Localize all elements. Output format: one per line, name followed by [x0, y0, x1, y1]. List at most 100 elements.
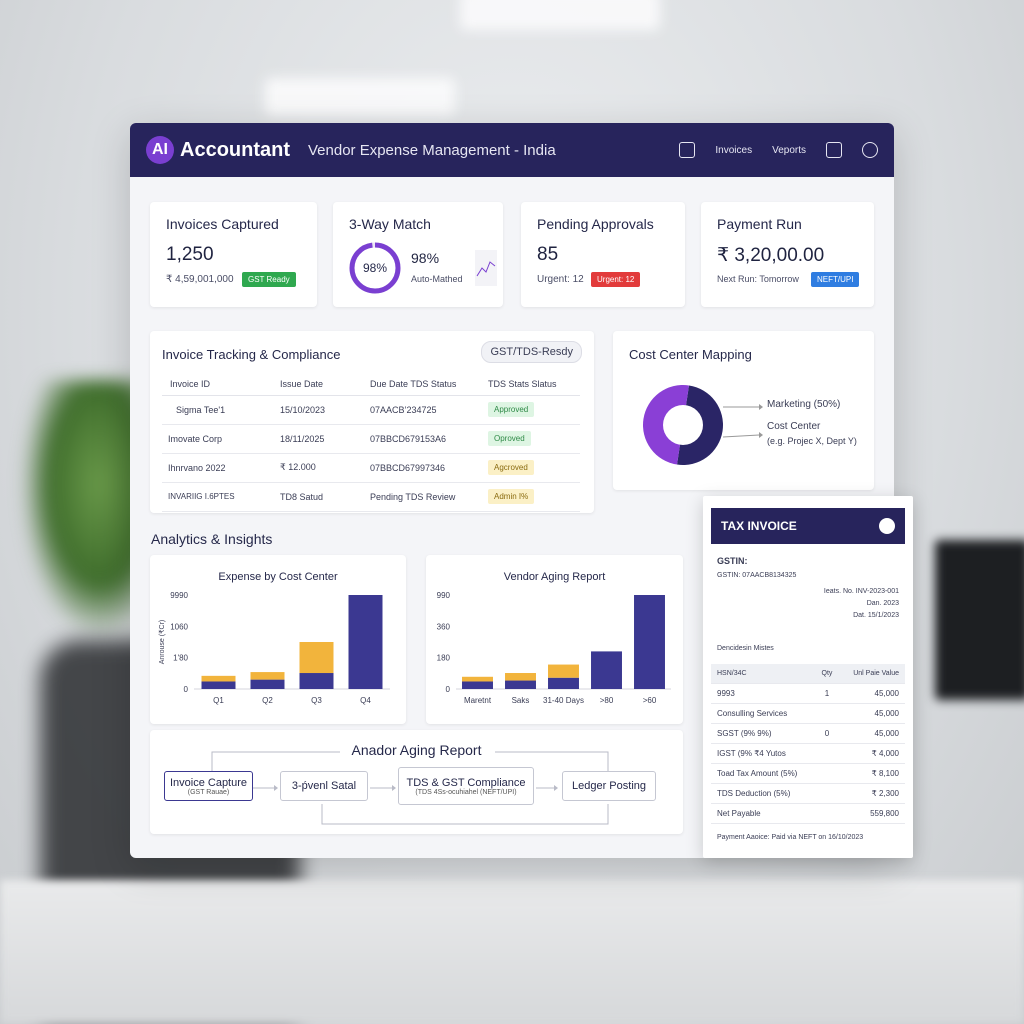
y-tick-label: 9990	[170, 591, 188, 600]
kpi-payment-card[interactable]: Payment Run ₹ 3,20,00.00 Next Run: Tomor…	[701, 202, 874, 307]
line-desc: IGST (9% ₹4 Yutos	[717, 749, 786, 758]
kpi-invoices-card[interactable]: Invoices Captured 1,250 ₹ 4,59,001,000 G…	[150, 202, 317, 307]
share-icon[interactable]	[826, 142, 842, 158]
step-sub: (TDS 4Ss-ocuhiahel (NEFT/UPI)	[415, 788, 517, 796]
y-tick-label: 0	[446, 685, 451, 694]
list-item: 9993 1 45,000	[711, 684, 905, 704]
col-hsn: HSN/34C	[717, 670, 747, 677]
y-tick-label: 1060	[170, 622, 188, 631]
gst-ready-badge: GST Ready	[242, 272, 296, 287]
y-tick-label: 0	[184, 685, 189, 694]
slice-label-example: (e.g. Projec X, Dept Y)	[767, 436, 857, 446]
bar	[462, 681, 493, 689]
list-item: Toad Tax Amount (5%) ₹ 8,100	[711, 764, 905, 784]
gstin-value: GSTIN: 07AACB8134325	[717, 572, 797, 579]
donut-hole	[663, 405, 703, 445]
nav-reports[interactable]: Veports	[772, 144, 806, 156]
status-badge: Admin I%	[488, 489, 535, 504]
cell-due-date: 07BBCD67997346	[370, 453, 488, 483]
match-sub: Auto-Mathed	[411, 274, 463, 284]
top-nav: Invoices Veports	[679, 142, 878, 158]
invoice-title: TAX INVOICE	[721, 519, 797, 533]
x-tick-label: Maretnt	[464, 696, 492, 705]
bar	[548, 677, 579, 689]
status-badge: Oproved	[488, 431, 531, 446]
cell-issue-date: 15/10/2023	[280, 395, 370, 425]
line-value: ₹ 4,000	[871, 749, 899, 758]
page-title: Vendor Expense Management - India	[308, 141, 556, 159]
kpi-sub: Next Run: Tomorrow	[717, 274, 799, 284]
urgent-badge: Urgent: 12	[591, 272, 641, 287]
ceiling-light	[460, 0, 660, 30]
cost-center-donut	[643, 385, 723, 465]
line-desc: Consulling Services	[717, 709, 788, 718]
donut-leaders	[723, 404, 763, 438]
col-qty: Qty	[821, 670, 833, 677]
invoice-lines-header: HSN/34C Qty Unl Paie Value	[711, 664, 905, 684]
line-qty: 0	[824, 729, 830, 738]
step-compliance[interactable]: TDS & GST Compliance (TDS 4Ss-ocuhiahel …	[398, 767, 534, 805]
gst-tds-tag: GST/TDS-Resdy	[481, 341, 582, 363]
step-label: TDS & GST Compliance	[406, 776, 526, 789]
cell-invoice-id: Sigma Tee'1	[162, 395, 280, 425]
kpi-title: Payment Run	[717, 216, 802, 232]
ring-label: 98%	[363, 261, 387, 275]
line-value: 559,800	[870, 809, 899, 818]
logo: AI	[146, 136, 174, 164]
y-tick-label: 990	[437, 591, 451, 600]
kpi-title: 3-Way Match	[349, 216, 431, 232]
line-qty: 1	[824, 689, 830, 698]
kpi-title: Invoices Captured	[166, 216, 279, 232]
table-header: Invoice ID Issue Date Due Date TDS Statu…	[162, 373, 580, 396]
ceiling-light	[265, 78, 455, 116]
step-sub: (GST Rauae)	[187, 788, 230, 796]
table-row[interactable]: Sigma Tee'1 15/10/2023 07AACB’234725 App…	[162, 395, 580, 425]
x-tick-label: >80	[600, 696, 614, 705]
line-value: 45,000	[874, 689, 899, 698]
gear-icon[interactable]	[862, 142, 878, 158]
list-item: IGST (9% ₹4 Yutos ₹ 4,000	[711, 744, 905, 764]
step-label: Ledger Posting	[572, 780, 646, 792]
slice-label-cost-center: Cost Center	[767, 421, 821, 432]
kpi-value: 1,250	[166, 244, 214, 265]
bar	[201, 675, 236, 682]
y-axis-label: Anrouse (₹Cr)	[158, 620, 166, 665]
cell-issue-date: ₹ 12.000	[280, 453, 370, 483]
table-row[interactable]: INVARIIG I.6PTES TD8 Satud Pending TDS R…	[162, 482, 580, 512]
expense-chart-card: Expense by Cost Center 9990 1060 1'80 0 Anro…	[150, 555, 406, 724]
kpi-sub: ₹ 4,59,001,000	[166, 274, 234, 285]
col-invoice-id: Invoice ID	[162, 373, 280, 396]
line-value: ₹ 8,100	[871, 769, 899, 778]
step-invoice-capture[interactable]: Invoice Capture (GST Rauae)	[164, 771, 253, 801]
table-row[interactable]: Ihnrvano 2022 ₹ 12.000 07BBCD67997346 Ag…	[162, 453, 580, 483]
step-label: 3-ṕvenl Satal	[291, 780, 357, 792]
emblem-icon	[879, 518, 895, 534]
step-ledger-posting[interactable]: Ledger Posting	[562, 771, 656, 801]
line-value: 45,000	[874, 729, 899, 738]
bar	[634, 595, 665, 689]
invoice-due: Dat. 15/1/2023	[853, 612, 899, 619]
kpi-pending-card[interactable]: Pending Approvals 85 Urgent: 12 Urgent: …	[521, 202, 685, 307]
y-tick-label: 1'80	[173, 654, 188, 663]
invoice-tracking-card: Invoice Tracking & Compliance GST/TDS-Re…	[150, 331, 594, 513]
tax-invoice-panel: TAX INVOICE GSTIN: GSTIN: 07AACB8134325 …	[703, 496, 913, 858]
home-icon[interactable]	[679, 142, 696, 158]
neft-upi-badge: NEFT/UPI	[811, 272, 860, 287]
list-item: Consulling Services 45,000	[711, 704, 905, 724]
cost-center-card: Cost Center Mapping Marketing (50%) Cost…	[613, 331, 874, 490]
line-desc: SGST (9% 9%)	[717, 729, 772, 738]
x-tick-label: Q2	[262, 696, 273, 705]
invoice-header: TAX INVOICE	[711, 508, 905, 544]
background-monitor	[935, 540, 1024, 700]
aging-chart: 990 360 180 0 Maretnt Saks 31-40 Days >80 >60	[437, 591, 671, 705]
list-item: SGST (9% 9%) 0 45,000	[711, 724, 905, 744]
step-match[interactable]: 3-ṕvenl Satal	[280, 771, 368, 801]
bar	[299, 673, 334, 689]
nav-invoices[interactable]: Invoices	[715, 144, 753, 156]
chart-title: Vendor Aging Report	[503, 571, 606, 583]
table-row[interactable]: Imovate Corp 18/11/2025 07BBCD679153A6 O…	[162, 424, 580, 454]
aging-chart-card: Vendor Aging Report 990 360 180 0 Maretnt Sak…	[426, 555, 683, 724]
cell-due-date: Pending TDS Review	[370, 482, 488, 512]
col-value: Unl Paie Value	[853, 670, 899, 677]
kpi-match-card[interactable]: 3-Way Match 98% 98% Auto-Mathed	[333, 202, 503, 307]
